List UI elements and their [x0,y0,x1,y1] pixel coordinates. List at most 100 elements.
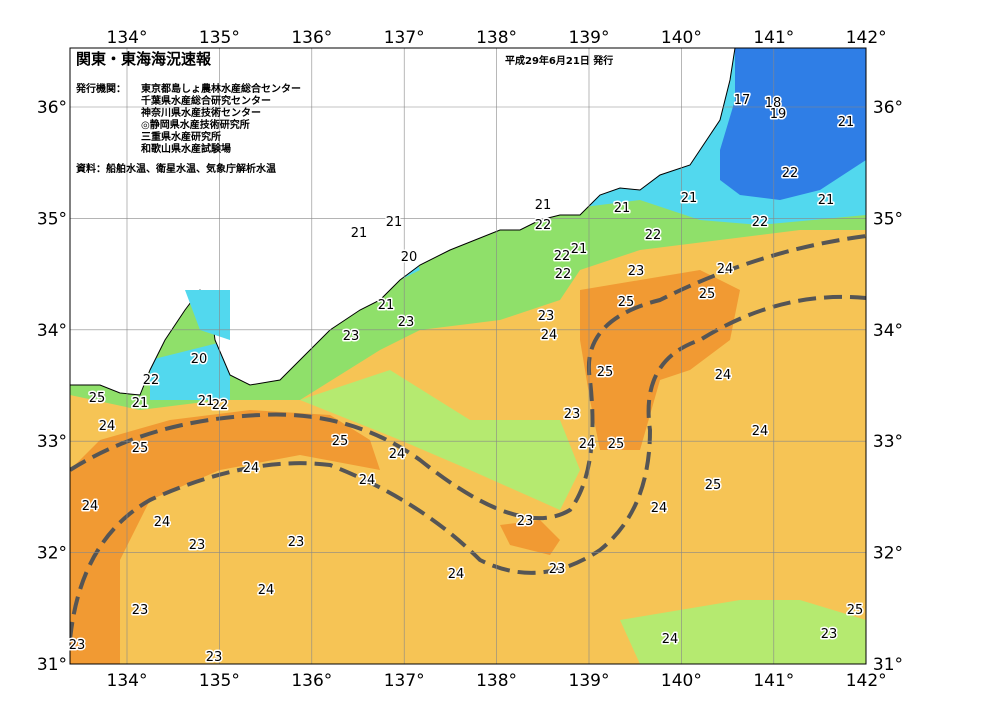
isotherm-label: 23 [288,535,305,550]
isotherm-label: 20 [191,352,208,367]
isotherm-label: 25 [132,441,149,456]
isotherm-label: 21 [535,198,552,213]
isotherm-label: 21 [681,191,698,206]
isotherm-label: 24 [651,501,668,516]
isotherm-label: 25 [699,287,716,302]
lon-label: 141° [753,671,794,691]
lat-label: 33° [873,432,903,452]
lon-label: 134° [107,671,148,691]
issuer: 三重県水産研究所 [141,130,221,143]
isotherm-label: 24 [752,424,769,439]
lat-label: 36° [37,98,67,118]
isotherm-label: 24 [243,461,260,476]
issuer: ◎静岡県水産技術研究所 [141,118,250,131]
isotherm-label: 21 [351,226,368,241]
isotherm-label: 25 [608,437,625,452]
lon-label: 134° [107,28,148,48]
lon-label: 135° [199,671,240,691]
isotherm-label: 24 [579,437,596,452]
isotherm-label: 24 [662,632,679,647]
cold-water [720,48,866,200]
isotherm-label: 22 [645,228,662,243]
isotherm-label: 21 [378,298,395,313]
isotherm-label: 21 [614,201,631,216]
lon-label: 141° [753,28,794,48]
isotherm-label: 23 [564,407,581,422]
issuer: 東京都島しょ農林水産総合センター [141,82,301,95]
isotherm-label: 23 [189,538,206,553]
isotherm-label: 23 [628,264,645,279]
isotherm-label: 24 [448,567,465,582]
graticule [70,48,866,664]
isotherm-label: 17 [734,93,751,108]
isotherm-label: 21 [571,242,588,257]
isotherm-label: 21 [198,394,215,409]
lat-label: 31° [37,655,67,675]
lat-label: 33° [37,432,67,452]
isotherm-label: 21 [132,396,149,411]
lon-label: 142° [846,28,887,48]
date: 平成29年6月21日 発行 [505,54,613,67]
issuer-label: 発行機関： [75,82,126,95]
isotherm-label: 23 [517,514,534,529]
isotherm-label: 23 [549,562,566,577]
isotherm-label: 23 [343,329,360,344]
lat-label: 35° [873,209,903,229]
warm-band [70,410,380,664]
lat-label: 35° [37,209,67,229]
isotherm-label: 23 [206,650,223,665]
isotherm-label: 24 [99,419,116,434]
lon-label: 137° [384,28,425,48]
isotherm-label: 19 [770,107,787,122]
issuer: 千葉県水産総合研究センター [141,94,271,107]
bay [185,290,230,340]
isotherm-label: 22 [535,218,552,233]
warm-band [580,270,740,450]
isotherm-label: 21 [838,115,855,130]
title: 関東・東海海況速報 [76,50,212,68]
issuer: 和歌山県水産試験場 [140,142,231,155]
isotherm-label: 22 [752,215,769,230]
isotherm-label: 22 [554,249,571,264]
isotherm-label: 23 [538,309,555,324]
land [70,48,736,396]
isotherm-label: 25 [618,295,635,310]
lon-label: 139° [569,671,610,691]
frame [69,47,867,665]
isotherm-label: 21 [386,215,403,230]
lon-label: 140° [661,28,702,48]
isotherm-label: 22 [555,267,572,282]
isotherm-label: 23 [398,315,415,330]
isotherm-label: 23 [821,627,838,642]
isotherm-label: 20 [401,250,418,265]
map-area [70,48,866,664]
isotherm-label: 23 [69,638,86,653]
warm-patch [500,520,560,555]
isotherm-label: 23 [132,603,149,618]
lat-label: 36° [873,98,903,118]
lon-label: 136° [291,671,332,691]
isotherm-label: 24 [258,583,275,598]
lat-label: 32° [873,544,903,564]
isotherm-label: 24 [154,515,171,530]
isotherm-label: 24 [717,262,734,277]
isotherm-label: 25 [89,391,106,406]
isotherm-label: 25 [705,478,722,493]
lon-label: 142° [846,671,887,691]
isotherm-label: 22 [212,398,229,413]
issuer: 神奈川県水産技術センター [141,106,261,119]
isotherm-label: 18 [765,96,782,111]
cool-band [300,370,580,510]
lon-label: 138° [476,671,517,691]
isotherm-label: 24 [359,473,376,488]
isotherm-label: 22 [782,166,799,181]
lon-label: 137° [384,671,425,691]
lon-label: 136° [291,28,332,48]
kuroshio-axis [70,234,866,641]
lon-label: 135° [199,28,240,48]
lat-label: 34° [37,321,67,341]
lat-label: 31° [873,655,903,675]
isotherm-label: 25 [847,603,864,618]
isotherm-label: 25 [332,434,349,449]
